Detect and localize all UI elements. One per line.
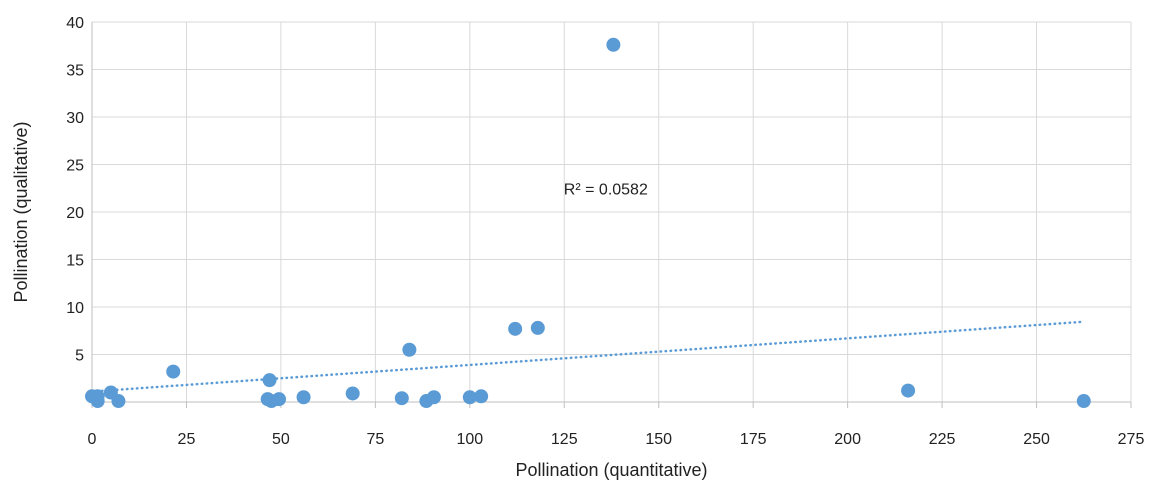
trendline-line [90, 320, 1086, 393]
data-point [530, 320, 545, 335]
y-axis-title: Pollination (qualitative) [11, 121, 31, 302]
y-tick-label: 30 [66, 110, 84, 127]
x-tick-label: 275 [1118, 431, 1145, 448]
y-tick-label: 15 [66, 253, 84, 270]
data-point [166, 364, 181, 379]
x-tick-label: 75 [366, 431, 384, 448]
data-point [426, 390, 441, 405]
data-point [262, 373, 277, 388]
trendline [90, 320, 1086, 393]
data-point [1076, 394, 1091, 409]
r-squared-label: R² = 0.0582 [564, 181, 648, 198]
x-tick-label: 100 [456, 431, 483, 448]
data-points [85, 37, 1091, 409]
x-tick-label: 200 [834, 431, 861, 448]
data-point [272, 392, 287, 407]
data-point [606, 37, 621, 52]
data-point [474, 389, 489, 404]
data-point [90, 394, 105, 409]
x-tick-label: 125 [551, 431, 578, 448]
x-tick-label: 25 [178, 431, 196, 448]
x-tick-label: 175 [740, 431, 767, 448]
data-point [462, 390, 477, 405]
data-point [508, 321, 523, 336]
x-tick-label: 0 [88, 431, 97, 448]
y-tick-label: 10 [66, 300, 84, 317]
y-tick-label: 5 [75, 348, 84, 365]
x-tick-label: 250 [1023, 431, 1050, 448]
y-tick-label: 20 [66, 205, 84, 222]
x-tick-label: 150 [645, 431, 672, 448]
axes [91, 22, 1132, 408]
y-tick-label: 35 [66, 63, 84, 80]
data-point [901, 383, 916, 398]
x-axis-title: Pollination (quantitative) [515, 460, 707, 480]
data-point [345, 386, 360, 401]
tick-labels: 0 25 50 75 100 125 150 175 200 225 250 275 5 10 15 20 25… [66, 15, 1144, 448]
data-point [296, 390, 311, 405]
y-tick-label: 25 [66, 158, 84, 175]
x-tick-label: 225 [929, 431, 956, 448]
grid [92, 21, 1132, 402]
data-point [402, 342, 417, 357]
y-tick-label: 40 [66, 15, 84, 32]
data-point [111, 394, 126, 409]
x-tick-label: 50 [272, 431, 290, 448]
data-point [394, 391, 409, 406]
